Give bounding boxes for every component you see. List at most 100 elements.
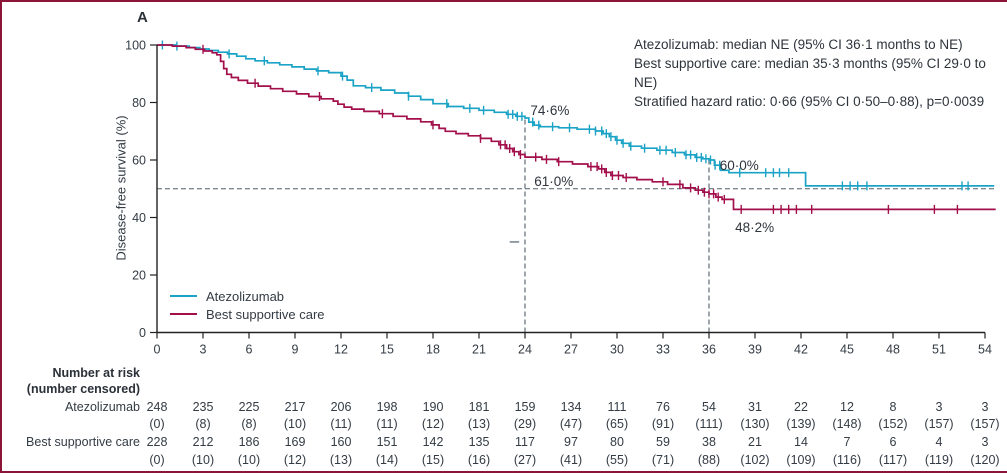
panel-label: A [137,9,148,26]
x-tick-label: 51 [932,343,946,357]
risk-n-best-supportive-care: 80 [610,435,624,449]
risk-n-atezolizumab: 248 [146,400,168,414]
risk-row-label-atezolizumab: Atezolizumab [64,400,140,414]
x-tick-label: 33 [656,343,670,357]
risk-n-atezolizumab: 31 [748,400,762,414]
risk-n-best-supportive-care: 7 [843,435,851,449]
x-tick-label: 24 [518,343,532,357]
x-tick-label: 45 [840,343,854,357]
risk-n-best-supportive-care: 59 [656,435,670,449]
legend-label-best-supportive-care: Best supportive care [206,306,325,322]
risk-censored-best-supportive-care: (13) [329,453,353,467]
risk-n-atezolizumab: 190 [422,400,444,414]
risk-n-atezolizumab: 54 [702,400,716,414]
legend-label-atezolizumab: Atezolizumab [206,288,285,304]
x-tick-label: 36 [702,343,716,357]
x-tick-label: 48 [886,343,900,357]
y-tick-label: 60 [132,154,146,168]
x-tick-label: 42 [794,343,808,357]
risk-censored-best-supportive-care: (15) [421,453,445,467]
risk-n-best-supportive-care: 117 [515,435,535,449]
annotation-482: 48·2% [735,220,775,236]
risk-n-atezolizumab: 159 [514,400,536,414]
stats-line-atezolizumab: Atezolizumab: median NE (95% CI 36·1 mon… [634,37,963,52]
risk-censored-atezolizumab: (10) [283,417,307,431]
x-tick-label: 21 [472,343,486,357]
risk-censored-atezolizumab: (47) [559,417,583,431]
risk-censored-atezolizumab: (152) [878,417,908,431]
risk-table-header-line1: Number at risk [52,366,140,380]
risk-censored-atezolizumab: (0) [149,417,165,431]
risk-censored-atezolizumab: (139) [786,417,816,431]
risk-n-atezolizumab: 198 [376,400,398,414]
risk-n-best-supportive-care: 38 [702,435,716,449]
risk-n-atezolizumab: 22 [794,400,808,414]
risk-censored-atezolizumab: (130) [740,417,770,431]
x-tick-label: 12 [334,343,348,357]
risk-censored-atezolizumab: (148) [832,417,862,431]
risk-n-best-supportive-care: 228 [146,435,168,449]
annotation-610: 61·0% [534,174,574,190]
risk-n-best-supportive-care: 169 [284,435,306,449]
risk-n-atezolizumab: 76 [656,400,670,414]
risk-censored-atezolizumab: (13) [467,417,491,431]
y-axis-title: Disease-free survival (%) [113,115,129,261]
risk-censored-best-supportive-care: (71) [651,453,675,467]
risk-n-atezolizumab: 217 [284,400,306,414]
risk-censored-best-supportive-care: (0) [149,453,165,467]
x-tick-label: 18 [426,343,440,357]
risk-censored-atezolizumab: (91) [651,417,675,431]
risk-n-best-supportive-care: 21 [748,435,762,449]
legend-swatch-best-supportive-care-line [170,313,197,315]
legend-item-best-supportive-care: Best supportive care [170,305,325,323]
risk-n-atezolizumab: 225 [238,400,260,414]
y-tick-label: 40 [132,211,146,225]
risk-censored-atezolizumab: (65) [605,417,629,431]
legend-item-atezolizumab: Atezolizumab [170,287,325,305]
risk-censored-best-supportive-care: (55) [605,453,629,467]
risk-n-best-supportive-care: 97 [564,435,578,449]
risk-censored-atezolizumab: (11) [330,417,352,431]
annotation-746: 74·6% [530,103,570,119]
risk-censored-atezolizumab: (11) [376,417,398,431]
x-tick-label: 30 [610,343,624,357]
risk-n-atezolizumab: 8 [889,400,897,414]
x-tick-label: 9 [292,343,299,357]
x-tick-label: 15 [380,343,394,357]
risk-n-best-supportive-care: 142 [422,435,444,449]
stats-line-hazard-ratio: Stratified hazard ratio: 0·66 (95% CI 0·… [634,94,985,109]
risk-n-atezolizumab: 134 [560,400,582,414]
annotation-600: 60·0% [719,158,759,174]
x-tick-label: 27 [564,343,578,357]
legend: Atezolizumab Best supportive care [170,287,325,323]
risk-censored-best-supportive-care: (27) [513,453,537,467]
risk-censored-best-supportive-care: (16) [467,453,491,467]
risk-censored-atezolizumab: (157) [924,417,954,431]
risk-n-atezolizumab: 3 [935,400,943,414]
risk-censored-best-supportive-care: (14) [375,453,399,467]
risk-table-header-line2: (number censored) [26,382,140,396]
risk-censored-best-supportive-care: (41) [559,453,583,467]
km-curve-best-supportive-care [157,44,996,211]
y-tick-label: 100 [125,39,146,53]
risk-censored-best-supportive-care: (88) [697,453,721,467]
legend-swatch-atezolizumab-line [170,295,197,297]
y-tick-label: 20 [132,269,146,283]
y-tick-label: 0 [139,326,146,340]
risk-censored-best-supportive-care: (119) [924,453,954,467]
risk-censored-atezolizumab: (12) [421,417,445,431]
risk-censored-best-supportive-care: (116) [832,453,862,467]
x-tick-label: 0 [154,343,161,357]
risk-n-atezolizumab: 181 [468,400,490,414]
risk-n-best-supportive-care: 3 [981,435,989,449]
risk-censored-best-supportive-care: (102) [740,453,770,467]
risk-row-label-best-supportive-care: Best supportive care [26,435,140,449]
risk-censored-best-supportive-care: (12) [283,453,307,467]
stats-box: Atezolizumab: median NE (95% CI 36·1 mon… [634,35,1007,111]
risk-n-atezolizumab: 3 [981,400,989,414]
risk-censored-best-supportive-care: (117) [878,453,908,467]
risk-censored-best-supportive-care: (120) [970,453,1000,467]
risk-n-atezolizumab: 235 [192,400,214,414]
